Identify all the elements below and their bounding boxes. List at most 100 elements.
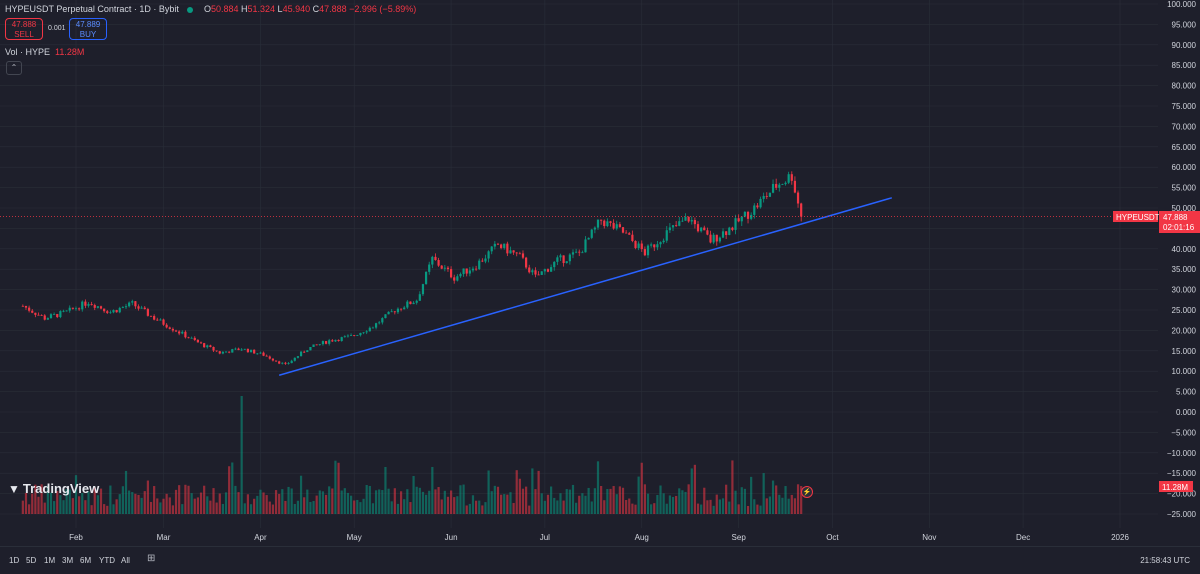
time-axis[interactable]: Feb Mar Apr May Jun Jul Aug Sep Oct Nov Dec 2026 bbox=[69, 533, 1129, 542]
trendline[interactable] bbox=[278, 197, 893, 377]
volume-bar bbox=[321, 491, 325, 514]
price-tag-countdown: 02:01:16 bbox=[1163, 223, 1195, 232]
y-tick-label: 75.000 bbox=[1172, 102, 1197, 111]
candle-body bbox=[609, 221, 612, 223]
volume-bar bbox=[178, 485, 181, 514]
range-5d[interactable]: 5D bbox=[26, 556, 37, 565]
volume-bar bbox=[162, 498, 165, 514]
range-ytd[interactable]: YTD bbox=[99, 556, 115, 565]
candle-body bbox=[684, 216, 687, 221]
symbol-title[interactable]: HYPEUSDT Perpetual Contract · 1D · Bybit bbox=[5, 4, 179, 14]
candle-body bbox=[484, 258, 487, 262]
calendar-icon[interactable]: ⊞ bbox=[147, 553, 156, 564]
volume-bar bbox=[106, 505, 109, 514]
volume-bar bbox=[206, 496, 209, 514]
volume-bar bbox=[87, 491, 90, 514]
price-axis[interactable]: 100.000 95.000 90.000 85.000 80.000 75.000 70.… bbox=[1167, 0, 1197, 519]
candle-body bbox=[396, 308, 400, 313]
volume-bar bbox=[506, 494, 509, 514]
volume-bar bbox=[581, 493, 584, 514]
volume-bar bbox=[675, 495, 678, 514]
volume-bar bbox=[328, 486, 331, 514]
volume-bar bbox=[565, 489, 568, 514]
range-all[interactable]: All bbox=[121, 556, 130, 565]
candle-body bbox=[446, 267, 450, 270]
volume-bar bbox=[518, 478, 521, 514]
volume-legend[interactable]: Vol · HYPE 11.28M bbox=[5, 47, 84, 57]
y-tick-label: 25.000 bbox=[1172, 306, 1197, 315]
y-tick-label: −20.000 bbox=[1167, 490, 1197, 499]
volume-bar bbox=[171, 505, 174, 514]
candle-body bbox=[409, 301, 412, 305]
volume-bar bbox=[28, 504, 31, 514]
volume-bar bbox=[203, 485, 206, 514]
volume-bar bbox=[587, 487, 590, 514]
range-3m[interactable]: 3M bbox=[62, 556, 74, 565]
utc-clock[interactable]: 21:58:43 UTC bbox=[1140, 556, 1190, 565]
buy-button[interactable]: 47.889 BUY bbox=[69, 18, 107, 40]
collapse-legend-button[interactable]: ⌃ bbox=[6, 61, 22, 75]
candle-body bbox=[340, 337, 343, 342]
volume-bar bbox=[315, 495, 318, 514]
candle-body bbox=[456, 276, 459, 281]
volume-bar bbox=[156, 498, 159, 514]
candle-body bbox=[715, 234, 718, 242]
volume-bar bbox=[143, 491, 146, 514]
candle-body bbox=[518, 253, 521, 255]
candle-body bbox=[449, 269, 453, 278]
volume-bar bbox=[340, 490, 343, 514]
volume-bar bbox=[393, 488, 396, 514]
volume-bar bbox=[359, 502, 362, 514]
y-tick-label: 0.000 bbox=[1176, 408, 1197, 417]
volume-bar bbox=[290, 488, 293, 514]
candle-body bbox=[800, 203, 803, 217]
volume-bar bbox=[759, 505, 762, 514]
volume-bar bbox=[193, 498, 196, 514]
volume-bar bbox=[228, 466, 231, 514]
x-tick-label: Nov bbox=[922, 533, 936, 542]
volume-bar bbox=[62, 500, 65, 514]
volume-bar bbox=[528, 505, 531, 514]
volume-bar bbox=[556, 500, 559, 514]
volume-bar bbox=[646, 493, 650, 514]
sell-button[interactable]: 47.888 SELL bbox=[5, 18, 43, 40]
volume-bar bbox=[493, 485, 496, 514]
volume-bar bbox=[418, 487, 421, 514]
candle-body bbox=[465, 268, 468, 274]
candle-body bbox=[140, 307, 143, 309]
candle-body bbox=[299, 351, 303, 357]
flash-icon[interactable]: ⚡ bbox=[801, 486, 813, 498]
candle-body bbox=[193, 337, 196, 341]
candle-body bbox=[628, 233, 631, 235]
volume-bar bbox=[415, 486, 418, 514]
volume-bar bbox=[181, 504, 184, 514]
volume-bar bbox=[728, 501, 731, 514]
volume-bar bbox=[568, 489, 571, 514]
candle-body bbox=[128, 302, 131, 307]
volume-bar bbox=[421, 491, 425, 514]
tradingview-logo[interactable]: ▼ TradingView bbox=[8, 481, 100, 496]
candle-body bbox=[384, 314, 387, 319]
candle-body bbox=[746, 211, 750, 219]
price-chart[interactable]: 100.000 95.000 90.000 85.000 80.000 75.000 70.… bbox=[0, 0, 1200, 546]
volume-bar bbox=[721, 498, 725, 514]
candle-body bbox=[531, 270, 534, 273]
range-1m[interactable]: 1M bbox=[44, 556, 56, 565]
candle-body bbox=[349, 335, 353, 337]
volume-bar bbox=[46, 485, 49, 514]
candle-body bbox=[359, 332, 362, 336]
candle-body bbox=[271, 358, 275, 361]
volume-bar bbox=[625, 500, 628, 514]
range-1d[interactable]: 1D bbox=[9, 556, 20, 565]
y-tick-label: 60.000 bbox=[1172, 163, 1197, 172]
volume-bar bbox=[174, 489, 178, 514]
candle-body bbox=[568, 254, 571, 262]
volume-bar bbox=[84, 500, 87, 514]
candle-body bbox=[643, 249, 646, 256]
range-6m[interactable]: 6M bbox=[80, 556, 92, 565]
candle-body bbox=[184, 331, 187, 338]
candle-body bbox=[546, 269, 550, 272]
candle-body bbox=[575, 251, 578, 253]
candle-body bbox=[81, 301, 84, 310]
volume-bar bbox=[437, 487, 440, 514]
